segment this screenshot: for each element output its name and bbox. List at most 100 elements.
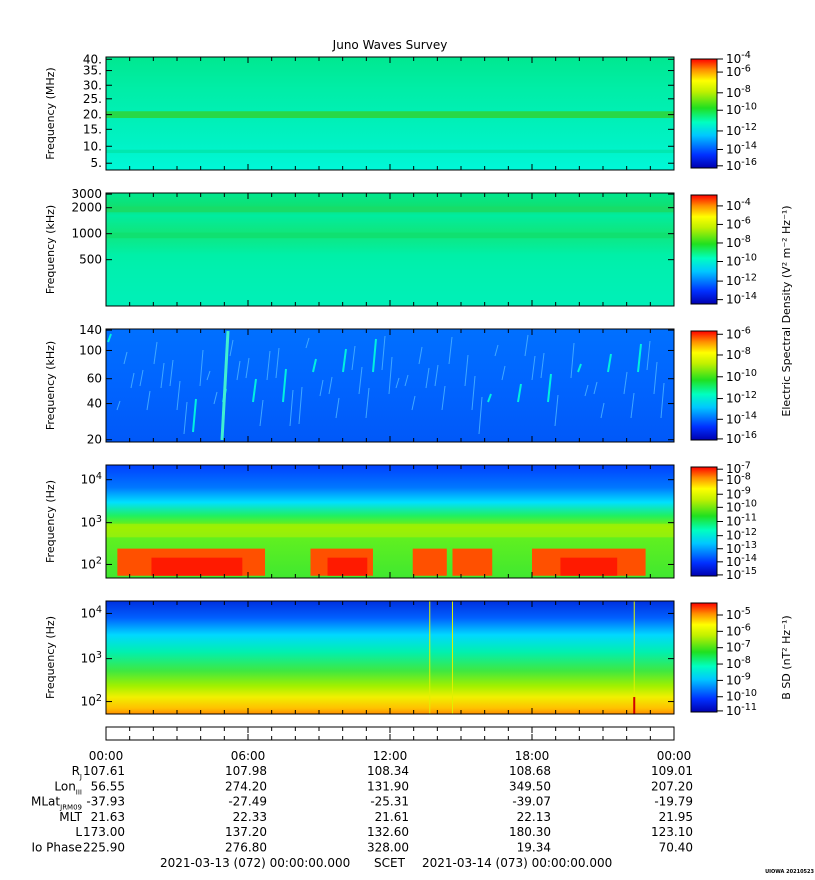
panel-3-streak [146, 390, 151, 411]
colorbar-tick-label-base: 10 [726, 370, 741, 384]
panel-3-streak [637, 343, 642, 373]
ephemeris-row-label: Io Phase [31, 841, 82, 855]
colorbar-tick-label-base: 10 [726, 608, 741, 622]
colorbar-tick-label: 10-14 [726, 410, 757, 426]
panel-3-streak [630, 392, 635, 419]
panel-4-peak-band [151, 557, 243, 576]
panel-3-streak [623, 371, 628, 395]
panel-3-streak [471, 375, 476, 411]
ephemeris-value: -37.93 [86, 795, 125, 809]
colorbar-tick-label-base: 10 [726, 704, 741, 718]
colorbar-tick-label-base: 10 [726, 412, 741, 426]
colorbar-tick-label-base: 10 [726, 641, 741, 655]
panel-3-streak [646, 340, 651, 371]
ephemeris-label-text: MLat [31, 795, 60, 809]
colorbar-tick-label-base: 10 [726, 690, 741, 704]
panel-3-streak [448, 336, 453, 365]
colorbar-tick-label-exp: -11 [741, 702, 757, 713]
colorbar-tick-label-exp: -14 [741, 553, 757, 564]
colorbar-tick-label: 10-11 [726, 513, 757, 529]
colorbar-tick-label-exp: -10 [741, 368, 757, 379]
colorbar-tick-label: 10-14 [726, 553, 757, 569]
y-tick-label: 104 [81, 605, 102, 621]
ephemeris-value: 109.01 [651, 764, 693, 778]
panel-3-streak [282, 368, 287, 403]
y-tick-label: 15. [83, 122, 102, 136]
colorbar-tick-label: 10-10 [726, 368, 757, 384]
colorbar-tick-label: 10-7 [726, 460, 751, 476]
ephemeris-value: 21.63 [91, 810, 125, 824]
panel-3-streak [411, 395, 416, 411]
colorbar-tick-label-exp: -4 [741, 197, 751, 208]
colorbar-tick-label-exp: -12 [741, 272, 757, 283]
panel-4-peak-band [327, 557, 368, 576]
colorbar-tick-label-base: 10 [726, 473, 741, 487]
panel-2-band-high [106, 206, 674, 213]
panel-3-streak [365, 387, 370, 419]
panel-3-streak [577, 363, 582, 373]
ephemeris-value: -25.31 [370, 795, 409, 809]
colorbar-tick-label-base: 10 [726, 568, 741, 582]
colorbar-tick-label-base: 10 [726, 103, 741, 117]
colorbar-tick-label-base: 10 [726, 542, 741, 556]
panel-3-streak [425, 367, 430, 389]
y-tick-label: 102 [81, 556, 102, 572]
y-tick-label: 10. [83, 139, 102, 153]
colorbar-tick-label: 10-4 [726, 197, 751, 213]
footer-scet-label: SCET [374, 856, 406, 870]
ephemeris-row-label: MLatJRM09 [31, 795, 82, 812]
y-tick-label-exp: 3 [96, 514, 102, 525]
panel-3-streak [259, 399, 264, 427]
colorbar-5-scale [690, 602, 718, 713]
y-tick-label: 60 [87, 372, 102, 386]
panel-3-streak [266, 350, 271, 381]
colorbar-tick-label: 10-7 [726, 639, 751, 655]
colorbar-tick-label-exp: -16 [741, 157, 757, 168]
colorbar-tick-label-exp: -11 [741, 513, 757, 524]
panel-3-streak [153, 341, 158, 365]
colorbar-tick-label: 10-12 [726, 272, 757, 288]
panel-3-streak [305, 337, 310, 349]
colorbar-tick-label-exp: -13 [741, 540, 757, 551]
ephemeris-value: 180.30 [509, 825, 551, 839]
ephemeris-label-text: MLT [59, 810, 82, 824]
colorbar-tick-label: 10-10 [726, 101, 757, 117]
panel-3-streak [342, 348, 347, 373]
panel-3-streak [275, 347, 280, 379]
colorbar-tick-label-base: 10 [726, 124, 741, 138]
ephemeris-row-label: MLT [59, 810, 82, 824]
colorbar-tick-label: 10-12 [726, 390, 757, 406]
ephemeris-value: 349.50 [509, 779, 551, 793]
colorbar-tick-label: 10-10 [726, 499, 757, 515]
panel-3-streak [176, 380, 181, 411]
panel-3-streak [130, 372, 135, 389]
figure-title: Juno Waves Survey [332, 38, 448, 52]
ephemeris-value: 108.68 [509, 764, 551, 778]
panel-3-streak [653, 361, 658, 395]
colorbar-tick-label: 10-4 [726, 50, 751, 66]
colorbar-tick-label: 10-10 [726, 688, 757, 704]
panel-3-streak [252, 378, 257, 403]
panel-3-streak [335, 397, 340, 419]
panel-1-band [106, 111, 674, 119]
ephemeris-value: 328.00 [367, 841, 409, 855]
colorbar-tick-label: 10-13 [726, 540, 757, 556]
y-tick-label: 500 [79, 253, 102, 267]
ephemeris-value: 108.34 [367, 764, 409, 778]
colorbar-tick-label-base: 10 [726, 657, 741, 671]
ephemeris-row-label: LonIII [54, 779, 82, 796]
colorbar-tick-label: 10-8 [726, 655, 751, 671]
colorbar-3-scale [690, 330, 718, 441]
ephemeris-label-text: Io Phase [31, 841, 82, 855]
ephemeris-value: 107.61 [83, 764, 125, 778]
colorbar-tick-label: 10-16 [726, 157, 757, 173]
panel-1: 40.35.30.25. 20.15. 10. 5. Frequency (MHz) [44, 52, 675, 171]
colorbar-tick-label-exp: -8 [741, 655, 751, 666]
panel-1-band-low [106, 149, 674, 154]
y-axis-label: Frequency (kHz) [44, 341, 57, 430]
